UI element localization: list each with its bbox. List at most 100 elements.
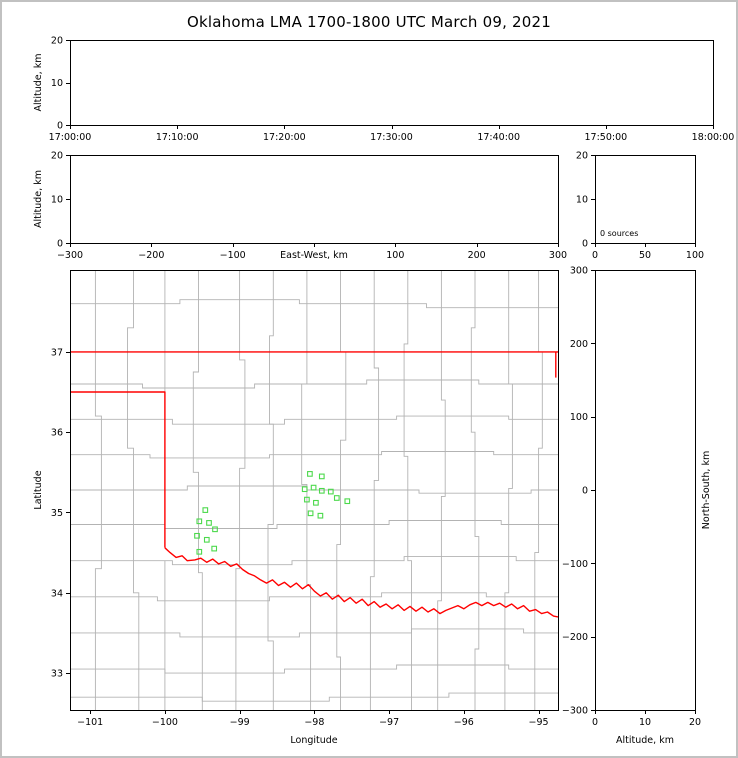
- stations-layer: [194, 471, 351, 555]
- station-marker: [307, 510, 314, 517]
- station-marker: [196, 548, 203, 555]
- county-line: [70, 520, 558, 529]
- y-axis-label: North-South, km: [701, 451, 712, 529]
- tick-label: −100: [152, 717, 178, 728]
- tick-label: 35: [51, 508, 63, 519]
- tick-label: −300: [562, 706, 588, 717]
- station-marker: [318, 473, 325, 480]
- tick-label: 0: [582, 486, 588, 497]
- tick-label: −95: [529, 717, 549, 728]
- tick-label: 10: [51, 78, 63, 89]
- tick-label: 17:10:00: [156, 132, 199, 143]
- tick-label: 10: [576, 195, 588, 206]
- tick-label: −100: [562, 559, 588, 570]
- tick-label: 100: [570, 412, 588, 423]
- tick-label: −200: [138, 250, 164, 261]
- tick-label: 20: [689, 717, 701, 728]
- county-line: [504, 270, 513, 710]
- tick-label: 18:00:00: [692, 132, 735, 143]
- time-height-panel: 17:00:00 17:10:00 17:20:00 17:30:00 17:40:00…: [33, 36, 734, 144]
- map-layers: [70, 270, 558, 710]
- county-line: [70, 592, 558, 602]
- x-axis-label: Longitude: [290, 735, 337, 746]
- station-marker: [317, 512, 324, 519]
- tick-label: 0: [592, 717, 598, 728]
- tick-label: 20: [51, 36, 63, 47]
- county-line: [70, 628, 558, 638]
- county-lines-layer: [70, 270, 558, 710]
- tick-label: 17:00:00: [49, 132, 92, 143]
- station-marker: [310, 484, 317, 491]
- y-axis-label: Altitude, km: [33, 170, 44, 228]
- tick-label: 20: [51, 151, 63, 162]
- county-line: [70, 692, 558, 702]
- tick-label: 0: [57, 121, 63, 132]
- county-line: [235, 270, 246, 710]
- sources-count-label: 0 sources: [600, 229, 638, 238]
- station-marker: [194, 532, 200, 539]
- tick-label: 17:40:00: [477, 132, 520, 143]
- station-marker: [206, 520, 212, 526]
- tick-label: 100: [686, 250, 704, 261]
- station-marker: [301, 486, 308, 493]
- tick-label: 300: [549, 250, 567, 261]
- panel-frame: [595, 270, 696, 711]
- tick-label: −96: [454, 717, 474, 728]
- county-line: [70, 664, 558, 674]
- tick-label: 17:50:00: [584, 132, 627, 143]
- county-line: [437, 270, 446, 710]
- station-marker: [318, 487, 325, 494]
- station-marker: [202, 507, 209, 513]
- y-axis-label: Latitude: [33, 470, 44, 509]
- tick-label: 36: [51, 428, 63, 439]
- panel-frame: [70, 40, 714, 126]
- county-line: [192, 270, 203, 710]
- tick-label: 200: [570, 339, 588, 350]
- tick-label: 300: [570, 266, 588, 277]
- county-line: [70, 415, 558, 425]
- county-line: [127, 270, 140, 710]
- station-marker: [211, 545, 218, 552]
- tick-label: −101: [77, 717, 103, 728]
- county-line: [70, 556, 558, 566]
- station-marker: [196, 518, 203, 525]
- chart-title: Oklahoma LMA 1700-1800 UTC March 09, 202…: [187, 13, 551, 31]
- county-line: [267, 270, 274, 710]
- tick-label: 100: [386, 250, 404, 261]
- station-marker: [212, 526, 218, 533]
- map-panel: −101 −100 −99 −98 −97 −96 −95 Longitude 33 34 35 36…: [33, 270, 559, 746]
- tick-label: 0: [582, 239, 588, 250]
- tick-label: −99: [230, 717, 250, 728]
- x-axis-label: Altitude, km: [616, 735, 674, 746]
- tick-label: 20: [576, 151, 588, 162]
- x-axis-label: East-West, km: [280, 250, 348, 261]
- station-marker: [304, 496, 310, 503]
- alt-histogram-panel: 0 50 100 0 10 20 0 sources: [576, 151, 704, 262]
- station-marker: [333, 495, 340, 501]
- county-line: [70, 379, 558, 389]
- tick-label: 10: [51, 195, 63, 206]
- ns-height-panel: 0 10 20 Altitude, km 300 200 100 0 −100 −200 −300 N…: [562, 266, 712, 747]
- tick-label: 0: [57, 239, 63, 250]
- tick-label: 17:30:00: [370, 132, 413, 143]
- tick-label: 33: [51, 669, 63, 680]
- county-line: [70, 299, 558, 309]
- station-marker: [307, 471, 313, 477]
- county-line: [470, 270, 480, 710]
- state-border-line: [164, 547, 558, 618]
- station-marker: [203, 536, 210, 543]
- station-marker: [344, 498, 351, 505]
- state-border-line: [70, 391, 166, 548]
- tick-label: 0: [592, 250, 598, 261]
- station-marker: [313, 499, 319, 506]
- tick-label: 34: [51, 588, 63, 599]
- y-axis-label: Altitude, km: [33, 54, 44, 112]
- tick-label: −100: [220, 250, 246, 261]
- county-line: [369, 270, 380, 710]
- tick-label: −200: [562, 632, 588, 643]
- tick-label: −98: [304, 717, 324, 728]
- tick-label: −300: [57, 250, 83, 261]
- county-line: [403, 270, 412, 710]
